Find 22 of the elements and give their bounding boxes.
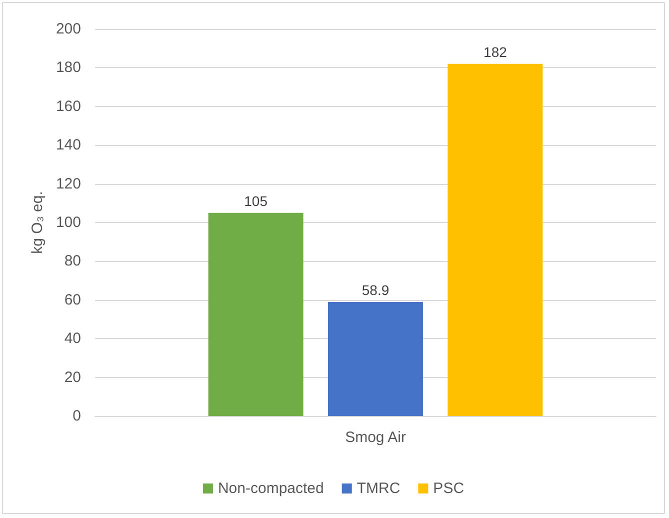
bar: [448, 64, 543, 416]
y-axis-title: kg O₃ eq.: [29, 191, 46, 254]
y-tick-label: 180: [56, 59, 81, 76]
bar: [208, 212, 304, 416]
data-label: 58.9: [362, 282, 390, 298]
y-tick-label: 100: [56, 214, 81, 231]
data-label: 182: [484, 44, 508, 60]
y-tick-label: 200: [56, 20, 81, 38]
y-tick-label: 80: [64, 252, 81, 270]
y-tick-label: 140: [56, 136, 81, 154]
x-tick-label: Smog Air: [345, 429, 406, 446]
y-tick-label: 120: [56, 175, 81, 192]
y-tick-label: 0: [72, 408, 81, 424]
legend-label: Non-compacted: [218, 480, 324, 497]
y-tick-label: 40: [64, 330, 81, 348]
y-tick-label: 20: [64, 368, 81, 386]
y-tick-label: 160: [56, 98, 81, 115]
legend-label: TMRC: [356, 480, 400, 497]
y-tick-label: 60: [64, 291, 81, 308]
legend-label: PSC: [433, 480, 464, 497]
bar: [328, 302, 423, 416]
data-label: 105: [244, 192, 268, 209]
